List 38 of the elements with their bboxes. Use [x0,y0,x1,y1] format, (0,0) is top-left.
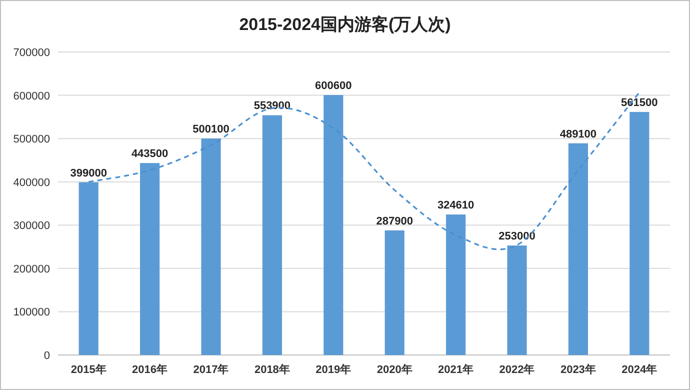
y-tick-label: 700000 [13,47,50,59]
bar [568,143,588,355]
x-tick-label: 2020年 [376,363,412,376]
x-tick-label: 2018年 [254,363,290,376]
y-tick-label: 500000 [13,134,50,146]
x-tick-label: 2022年 [499,363,535,376]
data-label: 561500 [621,96,658,109]
data-label: 489100 [560,128,597,140]
bar [201,138,221,355]
bar [507,245,527,355]
data-label: 324610 [437,199,474,212]
bar [140,163,160,355]
y-tick-label: 200000 [13,263,50,276]
y-tick-label: 600000 [13,90,50,102]
x-tick-label: 2017年 [193,363,229,376]
x-tick-label: 2015年 [70,363,106,376]
bar [324,95,344,355]
data-label: 500100 [192,124,230,136]
chart-title: 2015-2024国内游客(万人次) [239,15,451,34]
y-tick-label: 0 [44,350,50,362]
x-tick-label: 2016年 [132,363,168,376]
bar [384,230,404,355]
bar [262,115,282,355]
y-tick-label: 300000 [13,220,50,232]
bar [446,214,466,355]
x-tick-label: 2024年 [622,363,658,376]
y-tick-label: 100000 [13,306,50,319]
x-tick-label: 2021年 [438,363,474,376]
bar [78,182,98,355]
data-label: 399000 [70,167,107,180]
data-label: 443500 [131,148,168,160]
y-tick-label: 400000 [13,176,50,189]
x-tick-label: 2019年 [316,363,352,376]
data-label: 253000 [498,230,536,242]
x-tick-label: 2023年 [560,363,596,376]
bar [630,112,650,355]
data-label: 600600 [315,80,352,92]
data-label: 287900 [376,215,413,228]
